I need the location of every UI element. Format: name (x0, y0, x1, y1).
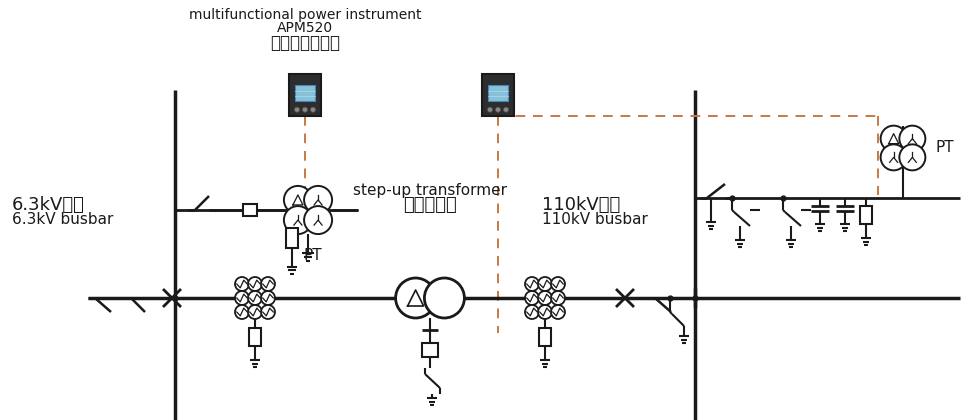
Bar (482, 74, 514, 116)
Circle shape (538, 277, 552, 291)
Text: PT: PT (935, 141, 954, 155)
Bar (289, 74, 321, 116)
Circle shape (525, 291, 539, 305)
Circle shape (487, 107, 493, 112)
Bar (539, 328, 551, 346)
Circle shape (248, 291, 262, 305)
Circle shape (496, 107, 501, 112)
Circle shape (551, 305, 565, 319)
Text: 110kV母线: 110kV母线 (542, 196, 620, 214)
Circle shape (248, 305, 262, 319)
Circle shape (504, 107, 509, 112)
Bar (860, 206, 872, 224)
Bar (422, 343, 438, 357)
Text: PT: PT (304, 248, 322, 263)
Circle shape (881, 144, 906, 171)
Circle shape (261, 305, 275, 319)
Circle shape (551, 291, 565, 305)
Circle shape (525, 305, 539, 319)
Circle shape (248, 277, 262, 291)
Circle shape (881, 126, 906, 152)
Circle shape (900, 126, 925, 152)
Text: multifunctional power instrument: multifunctional power instrument (189, 8, 421, 22)
Text: step-up transformer: step-up transformer (353, 183, 507, 197)
Circle shape (900, 144, 925, 171)
Circle shape (235, 291, 249, 305)
Text: 升压变压器: 升压变压器 (403, 196, 457, 214)
Circle shape (538, 305, 552, 319)
Circle shape (525, 277, 539, 291)
Circle shape (424, 278, 465, 318)
Bar (295, 85, 315, 101)
Bar (249, 328, 261, 346)
Text: 6.3kV母线: 6.3kV母线 (12, 196, 85, 214)
Text: 110kV busbar: 110kV busbar (542, 213, 648, 228)
Circle shape (295, 107, 300, 112)
Circle shape (551, 277, 565, 291)
Circle shape (261, 277, 275, 291)
Bar (243, 204, 257, 216)
Circle shape (235, 305, 249, 319)
Text: 多功能电力仪表: 多功能电力仪表 (270, 34, 340, 52)
Circle shape (311, 107, 316, 112)
Circle shape (303, 107, 308, 112)
Text: APM520: APM520 (277, 21, 333, 35)
Bar (286, 228, 298, 248)
Circle shape (235, 277, 249, 291)
Bar (488, 85, 508, 101)
Circle shape (304, 206, 332, 234)
Text: 6.3kV busbar: 6.3kV busbar (12, 213, 114, 228)
Circle shape (284, 206, 312, 234)
Circle shape (304, 186, 332, 214)
Circle shape (396, 278, 435, 318)
Circle shape (284, 186, 312, 214)
Circle shape (261, 291, 275, 305)
Circle shape (538, 291, 552, 305)
